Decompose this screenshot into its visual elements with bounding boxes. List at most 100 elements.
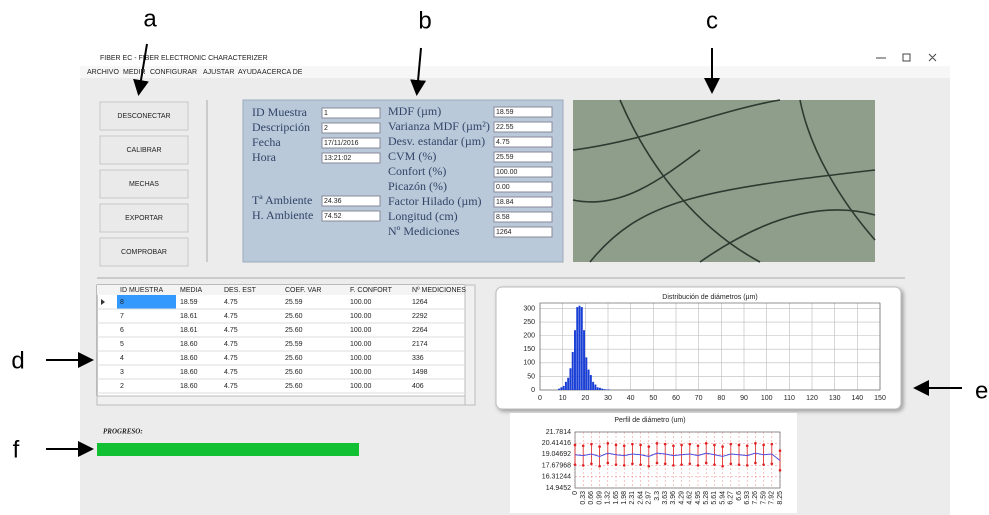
error-bar-part [704,461,708,465]
x-tick-label: 6.93 [744,491,751,505]
field-box[interactable] [493,151,553,163]
y-tick-label: 50 [527,373,535,380]
button-label[interactable]: COMPROBAR [121,249,167,256]
y-tick-label: 100 [523,360,535,367]
y-tick-label: 20.41416 [542,440,571,447]
table-cell: 25.59 [285,341,303,348]
column-header: F. CONFORT [350,287,393,294]
x-tick-label: 0 [538,395,542,402]
menu-item[interactable]: MEDIR [123,69,146,76]
field-label: Varianza MDF (µm²) [388,119,490,133]
error-bar-part [639,443,642,447]
bar [560,387,563,390]
y-tick-label: 19.04692 [542,451,571,458]
error-bar-part [745,464,749,467]
x-tick-label: 2.64 [637,491,644,505]
microscope-image [572,99,876,263]
error-bar-part [737,463,741,466]
x-tick-label: 90 [740,395,748,402]
button[interactable] [99,237,189,267]
menu-item[interactable]: ARCHIVO [87,69,119,76]
button[interactable] [99,169,189,199]
x-tick-label: 0 [572,491,579,495]
table-cell: 25.60 [285,313,303,320]
annotation-letter: d [11,347,24,374]
field-box[interactable] [321,107,381,119]
column-header: ID MUESTRA [120,287,164,294]
field-box[interactable] [493,226,553,238]
horizontal-scrollbar[interactable] [96,395,466,406]
error-bar-part [680,463,683,466]
table-cell: 100.00 [350,383,372,390]
bar [567,377,570,390]
field-box[interactable] [321,210,381,222]
menu-item[interactable]: AYUDA [238,69,262,76]
error-bar-part [713,443,716,447]
bar [571,351,574,390]
column-header: MEDIA [180,287,203,294]
table-cell: 18.60 [180,383,198,390]
menu-item[interactable]: AJUSTAR [203,69,234,76]
field-label: Longitud (cm) [388,209,458,223]
field-box[interactable] [493,181,553,193]
mean-line [574,452,781,461]
field-box[interactable] [493,136,553,148]
x-tick-label: 60 [672,395,680,402]
x-tick-label: 7.92 [769,491,776,505]
plot-frame [539,302,881,391]
selected-cell[interactable] [117,295,176,309]
error-bar-part [614,463,618,466]
field-value: 17/11/2016 [324,140,359,147]
x-tick-label: 80 [717,395,725,402]
table-cell: 4.75 [224,327,238,334]
x-tick-label: 3.3 [654,491,661,501]
field-box[interactable] [493,166,553,178]
button[interactable] [99,135,189,165]
table-cell: 4 [120,355,124,362]
table-cell: 18.61 [180,327,198,334]
error-bar-part [631,462,634,466]
annotation-letter: e [975,377,988,404]
table-cell: 2 [120,383,124,390]
x-tick-label: 140 [851,395,863,402]
table-cell: 18.59 [180,299,198,306]
button[interactable] [99,203,189,233]
x-tick-label: 8.25 [777,491,784,505]
button-label[interactable]: DESCONECTAR [117,113,170,120]
error-bar-part [729,442,733,446]
error-bar-part [606,461,610,465]
button[interactable] [99,101,189,131]
field-value: 18.59 [496,109,514,116]
table-cell: 8 [120,299,124,306]
menu-item[interactable]: ACERCA DE [262,69,303,76]
table-cell: 25.60 [285,327,303,334]
bar [596,387,599,390]
field-box[interactable] [493,196,553,208]
field-box[interactable] [321,137,381,149]
field-box[interactable] [493,121,553,133]
x-tick-label: 40 [627,395,635,402]
button-label[interactable]: EXPORTAR [125,215,163,222]
field-box[interactable] [321,122,381,134]
table-cell: 406 [412,383,424,390]
field-box[interactable] [321,152,381,164]
menu-item[interactable]: CONFIGURAR [150,69,197,76]
window-controls[interactable] [876,53,937,62]
table-cell: 5 [120,341,124,348]
field-value: 13:21:02 [324,155,351,162]
field-box[interactable] [493,211,553,223]
x-tick-label: 50 [649,395,657,402]
button-label[interactable]: CALIBRAR [126,147,161,154]
window-title: FIBER EC - FIBER ELECTRONIC CHARACTERIZE… [100,55,268,62]
y-tick-label: 200 [523,332,535,339]
table-cell: 18.60 [180,341,198,348]
x-tick-label: 4.95 [695,491,702,505]
field-box[interactable] [321,195,381,207]
button-label[interactable]: MECHAS [129,181,159,188]
field-box[interactable] [493,106,553,118]
x-tick-label: 5.94 [719,491,726,505]
bar [592,381,595,390]
error-bar-part [590,442,593,446]
x-tick-label: 0.66 [588,491,595,505]
vertical-scrollbar[interactable] [464,284,476,406]
